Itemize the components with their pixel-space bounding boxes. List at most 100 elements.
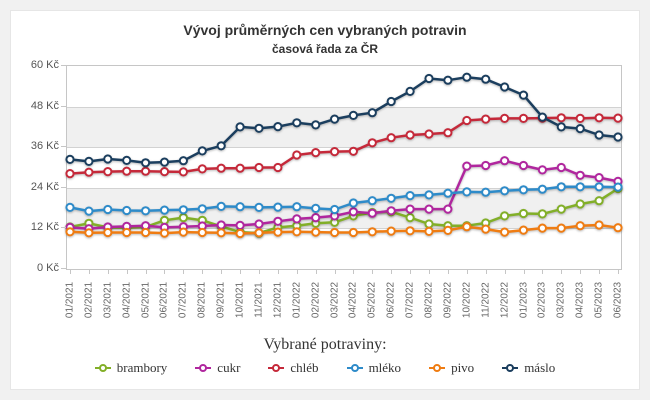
data-point-marker [159, 157, 170, 167]
x-axis-label: 06/2023 [612, 281, 624, 319]
series-line-mléko [65, 182, 623, 216]
data-point-marker [424, 190, 434, 200]
x-axis-tick [429, 270, 431, 274]
data-point-marker [216, 141, 226, 151]
data-point-marker [311, 203, 321, 213]
x-axis-label: 03/2022 [329, 281, 341, 319]
legend-item-chléb[interactable]: chléb [268, 360, 319, 376]
data-point-marker [292, 214, 302, 224]
x-axis-label: 08/2021 [196, 281, 208, 319]
data-point-marker [556, 162, 566, 173]
data-point-marker [556, 204, 566, 214]
data-point-marker [178, 167, 189, 177]
x-axis-tick [107, 270, 109, 274]
data-point-marker [330, 227, 340, 238]
series-line-chléb [65, 113, 623, 179]
data-point-marker [405, 86, 415, 96]
x-axis-label: 07/2021 [177, 281, 189, 319]
legend-item-cukr[interactable]: cukr [195, 360, 240, 376]
data-point-marker [556, 223, 566, 233]
y-axis-tick [61, 105, 66, 107]
data-point-marker [613, 113, 623, 123]
data-point-marker [443, 128, 453, 138]
y-axis-tick [61, 227, 66, 229]
data-point-marker [235, 202, 245, 212]
data-point-marker [575, 182, 585, 192]
x-axis-label: 04/2022 [347, 281, 359, 319]
x-axis-label: 02/2023 [536, 281, 548, 319]
data-point-marker [594, 130, 604, 140]
data-point-marker [273, 202, 283, 212]
data-point-marker [405, 191, 415, 201]
data-point-marker [235, 220, 245, 230]
legend-marker-icon [346, 363, 363, 373]
x-axis-tick [183, 270, 185, 274]
gridline [67, 228, 621, 230]
data-point-marker [500, 227, 510, 237]
data-point-marker [330, 147, 340, 157]
data-point-marker [424, 226, 434, 236]
x-axis-label: 02/2021 [83, 281, 95, 319]
data-point-marker [197, 146, 207, 156]
data-point-marker [367, 138, 377, 148]
data-point-marker [556, 182, 566, 192]
data-point-marker [367, 196, 377, 206]
data-point-marker [613, 182, 623, 192]
legend-dot [199, 364, 208, 372]
legend-item-mléko[interactable]: mléko [346, 360, 401, 376]
data-point-marker [141, 158, 151, 168]
data-point-marker [65, 154, 75, 165]
x-axis-tick [164, 270, 166, 274]
x-axis-label: 01/2022 [291, 281, 303, 319]
x-axis-label: 01/2023 [518, 281, 530, 319]
y-axis-tick [61, 65, 66, 66]
data-point-marker [103, 167, 113, 177]
legend-marker-icon [195, 363, 212, 373]
data-point-marker [254, 123, 264, 133]
data-point-marker [122, 166, 132, 176]
legend-dot [98, 364, 107, 372]
x-axis-tick [391, 270, 393, 274]
data-point-marker [518, 160, 529, 171]
data-point-marker [216, 163, 226, 173]
y-axis-label: 60 Kč [30, 59, 59, 71]
x-axis-tick [542, 270, 544, 274]
x-axis-tick [258, 270, 260, 274]
x-axis-tick [202, 270, 204, 274]
data-point-marker [348, 198, 358, 208]
x-axis-label: 03/2021 [102, 281, 114, 319]
legend-item-pivo[interactable]: pivo [429, 360, 474, 376]
data-point-marker [462, 222, 472, 232]
x-axis-tick [88, 270, 90, 274]
data-point-marker [386, 133, 396, 143]
y-axis-label: 48 Kč [30, 99, 59, 112]
data-point-marker [235, 122, 245, 132]
x-axis-label: 05/2022 [366, 281, 378, 319]
data-point-marker [594, 220, 604, 230]
data-point-marker [178, 213, 189, 223]
data-point-marker [216, 201, 226, 211]
data-point-marker [84, 167, 94, 177]
legend-item-brambory[interactable]: brambory [94, 360, 167, 376]
data-point-marker [500, 186, 510, 196]
data-point-marker [500, 113, 510, 124]
x-axis-tick [277, 270, 279, 274]
data-point-marker [159, 205, 170, 215]
plot-area [65, 65, 623, 270]
x-axis-label: 10/2021 [234, 281, 246, 319]
data-point-marker [481, 114, 491, 124]
x-axis-label: 05/2021 [140, 281, 152, 319]
data-point-marker [594, 182, 604, 192]
data-point-marker [122, 227, 132, 238]
grid-band [67, 106, 621, 148]
data-point-marker [141, 166, 151, 176]
legend-item-máslo[interactable]: máslo [502, 360, 555, 376]
data-point-marker [481, 160, 491, 171]
data-point-marker [556, 113, 566, 123]
series-line-pivo [65, 220, 623, 239]
x-axis-label: 12/2022 [499, 281, 511, 319]
x-axis-label: 02/2022 [310, 281, 322, 319]
x-axis-tick [447, 270, 449, 274]
y-axis-label: 24 Kč [30, 180, 59, 193]
y-axis-label: 36 Kč [30, 140, 59, 153]
